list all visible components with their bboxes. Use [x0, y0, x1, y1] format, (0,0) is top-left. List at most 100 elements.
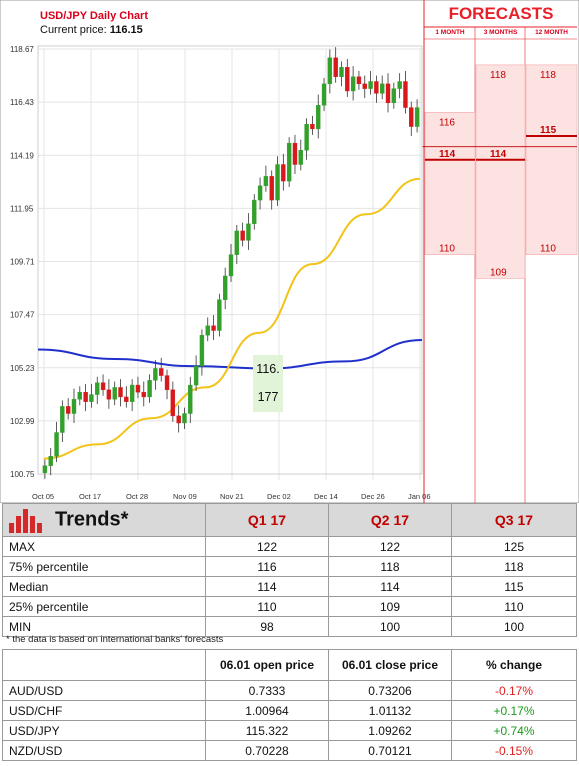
x-tick-label: Oct 05	[32, 492, 54, 501]
candle-body	[182, 413, 187, 424]
y-tick-label: 102.99	[10, 417, 35, 426]
candle-body	[100, 382, 106, 391]
forecast-range-2	[475, 64, 526, 279]
candle-body	[141, 391, 146, 398]
candle-body	[281, 164, 286, 182]
candle-body	[153, 368, 158, 381]
cell-q3: 100	[451, 616, 577, 637]
fx-change: +0.17%	[451, 700, 577, 721]
candle-body	[83, 391, 88, 402]
fx-table: 06.01 open price 06.01 close price % cha…	[2, 649, 577, 761]
cell-q1: 116	[205, 556, 329, 577]
candle-body	[217, 299, 222, 331]
x-tick-label: Nov 21	[220, 492, 244, 501]
candle-body	[321, 83, 327, 106]
candle-body	[385, 83, 391, 104]
candle-body	[374, 81, 379, 94]
fx-col-change: % change	[451, 649, 577, 681]
cell-q2: 109	[328, 596, 452, 617]
trends-table: Trends* Q1 17 Q2 17 Q3 17 MAX 122 122 12…	[2, 503, 577, 637]
candle-body	[345, 67, 350, 92]
x-tick-label: Nov 09	[173, 492, 197, 501]
trends-col-q3: Q3 17	[451, 503, 577, 537]
y-tick-label: 111.95	[10, 204, 34, 213]
cell-q1: 122	[205, 536, 329, 557]
cell-q2: 100	[328, 616, 452, 637]
moving-average-line	[37, 339, 423, 370]
candle-body	[333, 57, 338, 77]
table-row: AUD/USD 0.7333 0.73206 -0.17%	[2, 680, 577, 701]
candle-body	[77, 391, 83, 400]
forecast-col-3-months: 3 MONTHS	[483, 29, 518, 36]
x-tick-label: Dec 02	[267, 492, 291, 501]
row-label: 75% percentile	[2, 556, 206, 577]
price-value: 116.15	[109, 24, 143, 36]
cell-q3: 110	[451, 596, 577, 617]
y-tick-label: 114.19	[10, 151, 34, 160]
forecast-min-label: 110	[439, 244, 455, 255]
candle-body	[263, 176, 269, 187]
candle-body	[339, 67, 344, 77]
x-tick-label: Jan 06	[408, 492, 431, 501]
candle-body	[193, 365, 199, 386]
fx-close: 0.73206	[328, 680, 452, 701]
candle-body	[95, 382, 100, 395]
fx-pair: NZD/USD	[2, 740, 206, 761]
candle-body	[176, 415, 181, 424]
fx-col-pair	[2, 649, 206, 681]
forecast-max-label: 118	[540, 70, 556, 81]
fx-pair: USD/JPY	[2, 720, 206, 741]
cell-q3: 125	[451, 536, 577, 557]
cell-q1: 114	[205, 576, 329, 597]
candle-body	[222, 275, 228, 300]
y-tick-label: 107.47	[10, 311, 35, 320]
candle-body	[414, 107, 420, 127]
candle-body	[409, 107, 414, 127]
fx-open: 1.00964	[205, 700, 329, 721]
candle-body	[310, 123, 315, 130]
candle-body	[188, 384, 193, 414]
price-label: Current price:	[40, 24, 107, 36]
price-callout: 116. 177	[253, 355, 283, 412]
candle-body	[124, 396, 129, 402]
candle-body	[211, 325, 216, 331]
trends-header-row: Trends* Q1 17 Q2 17 Q3 17	[2, 503, 577, 537]
forecast-median-label: 115	[540, 125, 557, 136]
forecast-median-label: 114	[439, 149, 456, 160]
table-row: USD/JPY 115.322 1.09262 +0.74%	[2, 720, 577, 741]
cell-q1: 98	[205, 616, 329, 637]
candle-body	[298, 150, 303, 165]
forecast-min-label: 109	[490, 267, 507, 278]
forecast-min-label: 110	[540, 244, 556, 255]
callout-line-2: 177	[257, 390, 279, 404]
fx-close: 1.01132	[328, 700, 452, 721]
candle-body	[246, 223, 251, 241]
candle-body	[106, 389, 112, 400]
forecast-col-12-month: 12 MONTH	[535, 29, 568, 36]
x-tick-label: Oct 28	[126, 492, 148, 501]
row-label: MIN	[2, 616, 206, 637]
y-tick-label: 105.23	[10, 364, 35, 373]
candle-body	[48, 456, 53, 466]
candle-body	[65, 406, 71, 414]
candle-body	[164, 375, 170, 391]
row-label: 25% percentile	[2, 596, 206, 617]
x-tick-label: Oct 17	[79, 492, 101, 501]
candle-body	[397, 81, 402, 89]
price-chart: 116 114 110 118 114 109 118 115 110 118.67 116.43 1…	[0, 0, 579, 503]
candle-body	[71, 399, 77, 414]
y-tick-label: 118.67	[10, 45, 34, 54]
candle-body	[391, 88, 397, 104]
chart-title: USD/JPY Daily Chart	[40, 10, 149, 22]
moving-average-line	[43, 177, 421, 460]
candle-body	[304, 123, 309, 151]
candle-body	[159, 368, 164, 376]
current-price: Current price: 116.15	[40, 24, 143, 36]
candle-body	[292, 142, 298, 165]
trends-col-q1: Q1 17	[205, 503, 329, 537]
candle-body	[257, 185, 263, 201]
forecast-max-label: 118	[490, 70, 506, 81]
fx-col-close: 06.01 close price	[328, 649, 452, 681]
trends-col-q2: Q2 17	[328, 503, 452, 537]
x-tick-label: Dec 26	[361, 492, 385, 501]
